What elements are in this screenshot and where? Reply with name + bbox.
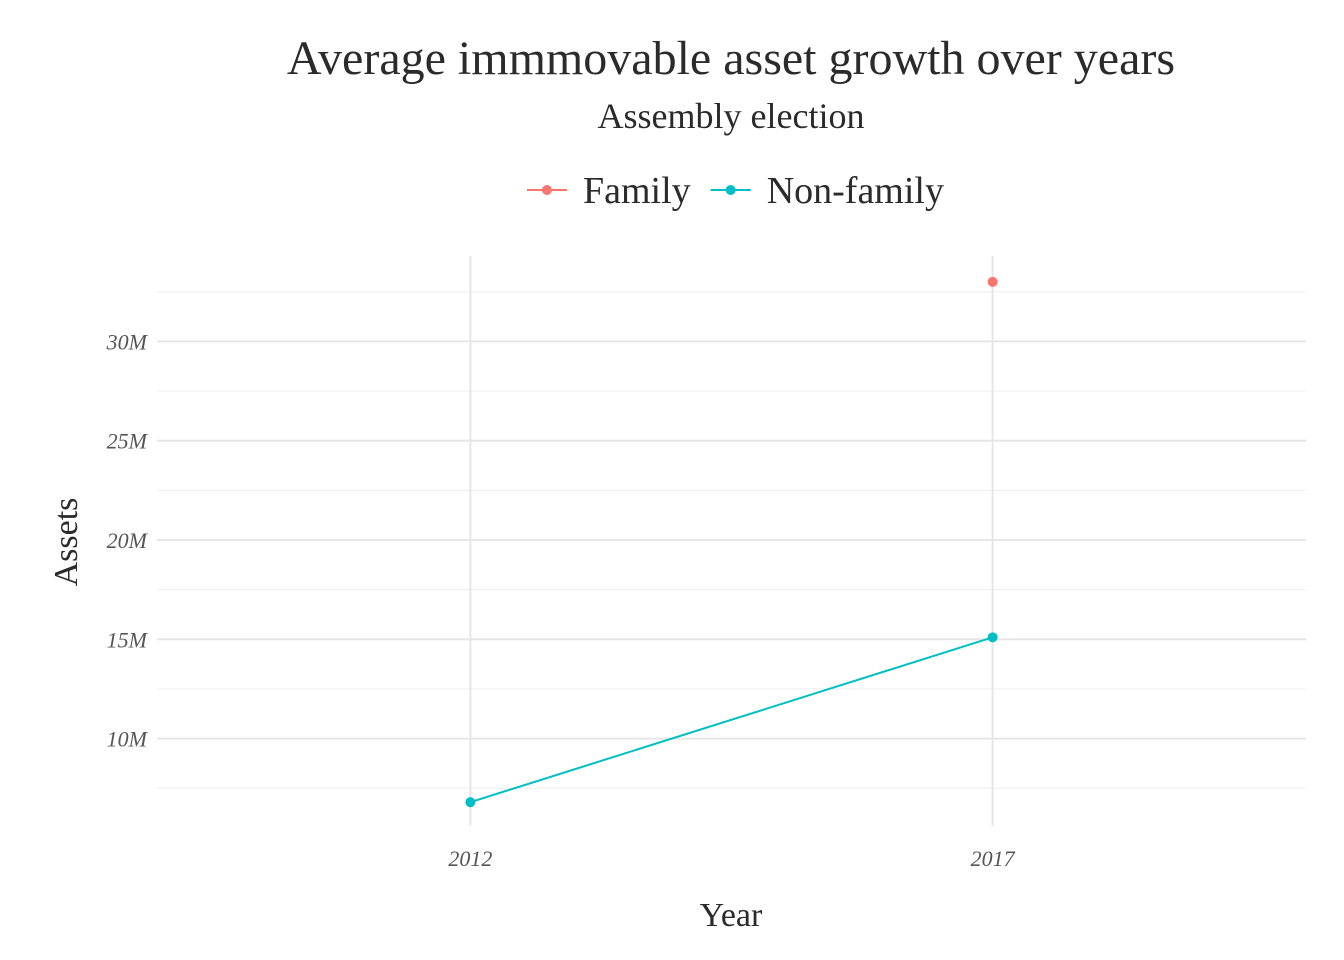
x-axis-title: Year xyxy=(700,897,763,934)
y-tick-label: 15M xyxy=(107,627,149,652)
grid xyxy=(157,256,1306,826)
y-tick-label: 20M xyxy=(107,528,149,553)
data-point-non-family xyxy=(465,797,476,808)
legend-label: Family xyxy=(583,170,691,212)
legend-key-point xyxy=(542,185,552,195)
legend-key-point xyxy=(725,185,736,195)
x-axis-ticks: 2012 2017 xyxy=(448,846,1015,871)
x-tick-label: 2012 xyxy=(448,846,492,871)
legend: Family Non-family xyxy=(527,170,944,212)
data-point-family xyxy=(987,276,998,287)
y-tick-label: 30M xyxy=(106,329,149,354)
y-axis-ticks: 10M 15M 20M 25M 30M xyxy=(106,329,149,751)
series-line-non-family xyxy=(470,636,993,804)
y-axis-title: Assets xyxy=(48,498,85,587)
chart-subtitle: Assembly election xyxy=(598,96,865,136)
data-point-non-family xyxy=(987,632,998,643)
y-tick-label: 25M xyxy=(107,429,149,454)
chart-title: Average immmovable asset growth over yea… xyxy=(287,32,1175,85)
y-tick-label: 10M xyxy=(107,727,149,752)
legend-label: Non-family xyxy=(767,170,944,212)
x-tick-label: 2017 xyxy=(971,846,1016,871)
legend-item-non-family: Non-family xyxy=(710,170,944,212)
legend-item-family: Family xyxy=(527,170,691,212)
series-layer xyxy=(465,276,998,808)
